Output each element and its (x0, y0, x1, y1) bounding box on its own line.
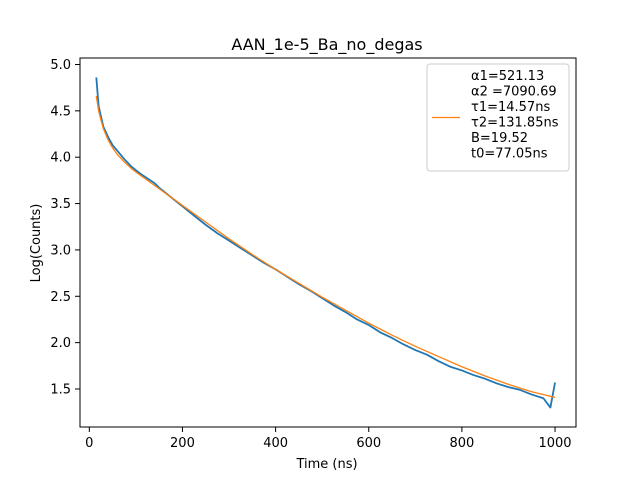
y-tick-label: 4.5 (50, 104, 71, 119)
y-tick-label: 5.0 (50, 58, 71, 73)
legend-label-line: τ2=131.85ns (471, 116, 559, 131)
y-tick-label: 2.5 (50, 290, 71, 305)
legend-label-line: B=19.52 (471, 131, 528, 146)
legend-box (426, 63, 570, 172)
legend: α1=521.13 α2 =7090.69 τ1=14.57ns τ2=131.85n… (426, 63, 570, 172)
y-tick-label: 1.5 (50, 382, 71, 397)
x-axis-label: Time (ns) (295, 457, 357, 472)
fit-series-line (95, 95, 556, 398)
plot-area (95, 77, 556, 409)
y-tick-label: 2.0 (50, 336, 71, 351)
y-axis-label: Log(Counts) (29, 204, 44, 283)
legend-label-line: t0=77.05ns (471, 147, 548, 162)
x-tick-label: 200 (170, 436, 195, 451)
x-tick-label: 400 (263, 436, 288, 451)
y-tick-label: 4.0 (50, 151, 71, 166)
legend-label: α1=521.13 α2 =7090.69 τ1=14.57ns τ2=131.85n… (471, 69, 559, 162)
chart-title: AAN_1e-5_Ba_no_degas (231, 35, 422, 55)
x-tick-label: 1000 (538, 436, 571, 451)
plot-frame (79, 57, 577, 428)
x-tick-label: 0 (85, 436, 93, 451)
y-tick-label: 3.0 (50, 243, 71, 258)
legend-label-line: α1=521.13 (471, 69, 544, 84)
legend-label-line: τ1=14.57ns (471, 100, 550, 115)
x-tick-label: 800 (449, 436, 474, 451)
legend-label-line: α2 =7090.69 (471, 85, 557, 100)
x-tick-label: 600 (356, 436, 381, 451)
y-tick-label: 3.5 (50, 197, 71, 212)
